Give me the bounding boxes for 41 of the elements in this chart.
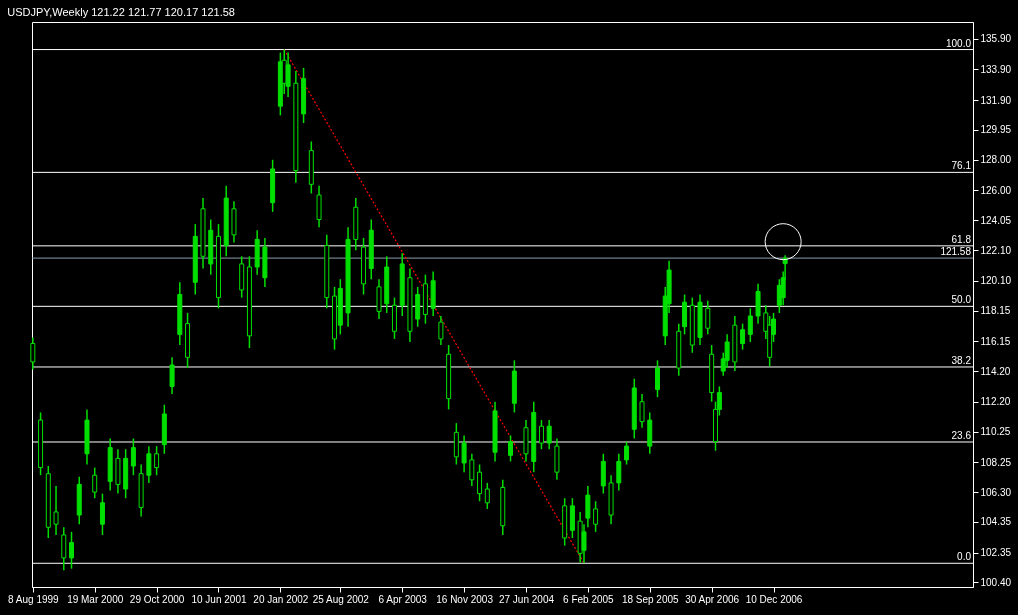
annotation: 100.0 xyxy=(945,37,972,49)
annotation: 23.6 xyxy=(951,430,972,441)
y-tick-label: 104.35 xyxy=(980,516,1012,528)
y-tick-label: 106.30 xyxy=(980,486,1012,498)
y-tick-label: 124.05 xyxy=(980,214,1012,226)
y-tick-label: 122.10 xyxy=(980,244,1012,256)
y-tick-label: 102.35 xyxy=(980,547,1012,559)
annotation: 38.2 xyxy=(951,354,972,366)
y-tick-label: 135.90 xyxy=(980,33,1012,45)
y-tick-label: 118.15 xyxy=(980,305,1011,317)
x-tick-label: 29 Oct 2000 xyxy=(129,593,185,605)
annotation: 76.1 xyxy=(951,160,972,172)
y-tick-label: 116.15 xyxy=(980,335,1011,347)
x-tick-label: 10 Dec 2006 xyxy=(745,593,803,605)
y-tick-label: 114.20 xyxy=(980,365,1011,377)
y-tick-label: 110.25 xyxy=(980,426,1011,438)
annotation: 50.0 xyxy=(951,294,972,306)
y-tick-label: 126.00 xyxy=(980,184,1012,196)
x-tick-label: 8 Aug 1999 xyxy=(8,593,60,605)
y-tick-label: 129.95 xyxy=(980,124,1012,136)
x-tick-label: 6 Feb 2005 xyxy=(563,593,615,605)
x-tick-label: 18 Sep 2005 xyxy=(621,593,680,605)
y-tick-label: 112.20 xyxy=(980,396,1011,408)
x-tick-label: 6 Apr 2003 xyxy=(378,593,428,605)
y-tick-label: 131.90 xyxy=(980,94,1012,106)
chart-title: USDJPY,Weekly 121.22 121.77 120.17 121.58 xyxy=(7,6,235,18)
x-tick-label: 10 Jun 2001 xyxy=(191,593,247,605)
y-tick-label: 100.40 xyxy=(980,576,1012,588)
x-tick-label: 19 Mar 2000 xyxy=(67,593,124,605)
ref-line-label: 121.58 xyxy=(940,246,972,258)
y-tick-label: 133.90 xyxy=(980,63,1012,75)
x-tick-label: 16 Nov 2003 xyxy=(436,593,494,605)
y-tick-label: 120.10 xyxy=(980,275,1012,287)
x-tick-label: 25 Aug 2002 xyxy=(312,593,370,605)
y-tick-label: 108.25 xyxy=(980,456,1012,468)
annotation: 0.0 xyxy=(957,551,972,563)
y-tick-label: 128.00 xyxy=(980,154,1012,166)
annotation: 61.8 xyxy=(951,233,972,245)
x-tick-label: 27 Jun 2004 xyxy=(498,593,555,605)
x-tick-label: 20 Jan 2002 xyxy=(253,593,309,605)
x-tick-label: 30 Apr 2006 xyxy=(685,593,740,605)
